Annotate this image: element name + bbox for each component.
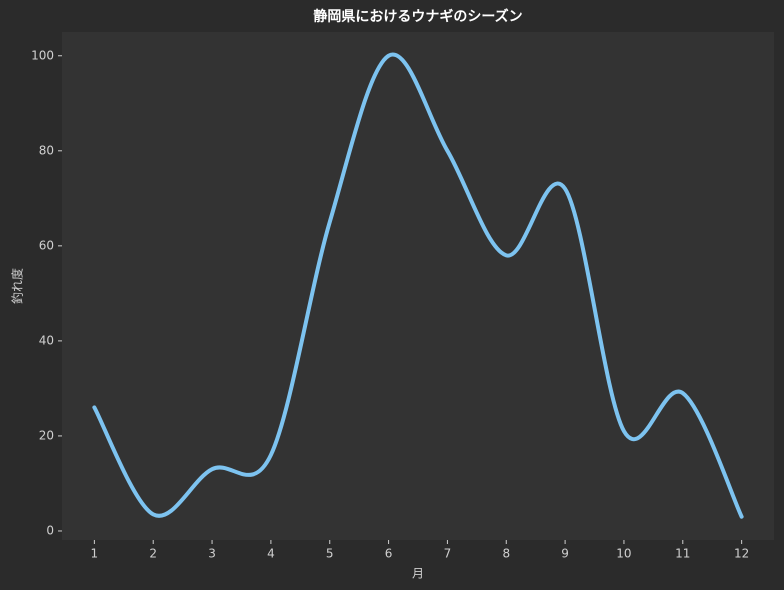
- x-tick-label: 7: [444, 547, 452, 561]
- line: [92, 52, 744, 519]
- chart-title: 静岡県におけるウナギのシーズン: [313, 8, 522, 25]
- y-axis-label: 釣れ度: [10, 268, 25, 304]
- plot-area: [62, 32, 774, 540]
- x-tick-label: 2: [149, 547, 157, 561]
- x-tick-label: 1: [91, 547, 99, 561]
- x-tick-label: 9: [561, 547, 569, 561]
- x-tick-label: 3: [208, 547, 216, 561]
- y-tick-label: 0: [46, 523, 54, 537]
- x-tick-label: 4: [267, 547, 275, 561]
- y-tick-label: 80: [39, 143, 54, 157]
- x-tick-label: 8: [502, 547, 510, 561]
- y-tick-label: 60: [39, 238, 54, 252]
- x-tick-label: 6: [385, 547, 393, 561]
- x-tick-label: 5: [326, 547, 334, 561]
- x-tick-label: 12: [734, 547, 749, 561]
- x-axis-label: 月: [412, 567, 424, 581]
- y-tick-label: 40: [39, 333, 54, 347]
- y-tick-label: 100: [31, 48, 54, 62]
- x-tick-label: 10: [616, 547, 631, 561]
- y-tick-label: 20: [39, 428, 54, 442]
- x-tick-label: 11: [675, 547, 690, 561]
